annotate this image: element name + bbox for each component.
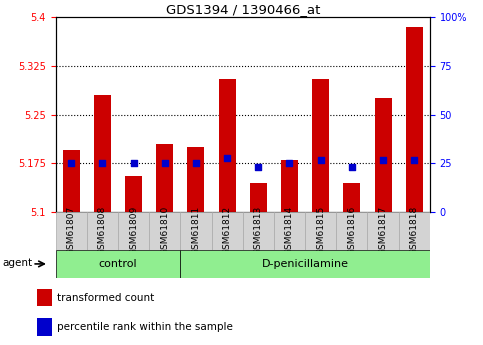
Bar — [336, 212, 368, 250]
Bar — [56, 250, 180, 278]
Text: GSM61809: GSM61809 — [129, 206, 138, 255]
Bar — [94, 95, 111, 212]
Point — [411, 157, 418, 162]
Bar — [212, 212, 242, 250]
Point — [255, 165, 262, 170]
Text: GSM61814: GSM61814 — [285, 206, 294, 255]
Text: GSM61812: GSM61812 — [223, 206, 232, 255]
Bar — [374, 98, 392, 212]
Point — [379, 157, 387, 162]
Text: GSM61815: GSM61815 — [316, 206, 325, 255]
Point — [192, 161, 200, 166]
Text: GSM61818: GSM61818 — [410, 206, 419, 255]
Bar — [218, 79, 236, 212]
Bar — [281, 160, 298, 212]
Text: GSM61817: GSM61817 — [379, 206, 387, 255]
Text: GSM61811: GSM61811 — [191, 206, 200, 255]
Text: GSM61808: GSM61808 — [98, 206, 107, 255]
Bar — [87, 212, 118, 250]
Bar — [149, 212, 180, 250]
Point — [285, 161, 293, 166]
Bar — [56, 212, 87, 250]
Point — [67, 161, 75, 166]
Bar — [37, 289, 53, 306]
Text: percentile rank within the sample: percentile rank within the sample — [57, 322, 233, 332]
Point — [348, 165, 356, 170]
Point — [129, 161, 137, 166]
Bar — [312, 79, 329, 212]
Bar — [63, 150, 80, 212]
Text: agent: agent — [3, 258, 33, 267]
Bar — [125, 176, 142, 212]
Title: GDS1394 / 1390466_at: GDS1394 / 1390466_at — [166, 3, 320, 16]
Bar — [242, 212, 274, 250]
Bar — [368, 212, 398, 250]
Bar — [37, 318, 53, 336]
Bar — [180, 212, 212, 250]
Point — [99, 161, 106, 166]
Bar — [406, 27, 423, 212]
Bar — [156, 144, 173, 212]
Bar — [343, 183, 360, 212]
Bar — [274, 212, 305, 250]
Point — [317, 157, 325, 162]
Text: GSM61807: GSM61807 — [67, 206, 76, 255]
Text: D-penicillamine: D-penicillamine — [262, 259, 349, 269]
Bar — [118, 212, 149, 250]
Point — [161, 161, 169, 166]
Point — [223, 155, 231, 160]
Bar — [305, 212, 336, 250]
Bar — [187, 147, 204, 212]
Bar — [250, 183, 267, 212]
Bar — [180, 250, 430, 278]
Text: GSM61813: GSM61813 — [254, 206, 263, 255]
Bar — [398, 212, 430, 250]
Text: control: control — [99, 259, 137, 269]
Text: GSM61816: GSM61816 — [347, 206, 356, 255]
Text: transformed count: transformed count — [57, 293, 154, 303]
Text: GSM61810: GSM61810 — [160, 206, 169, 255]
